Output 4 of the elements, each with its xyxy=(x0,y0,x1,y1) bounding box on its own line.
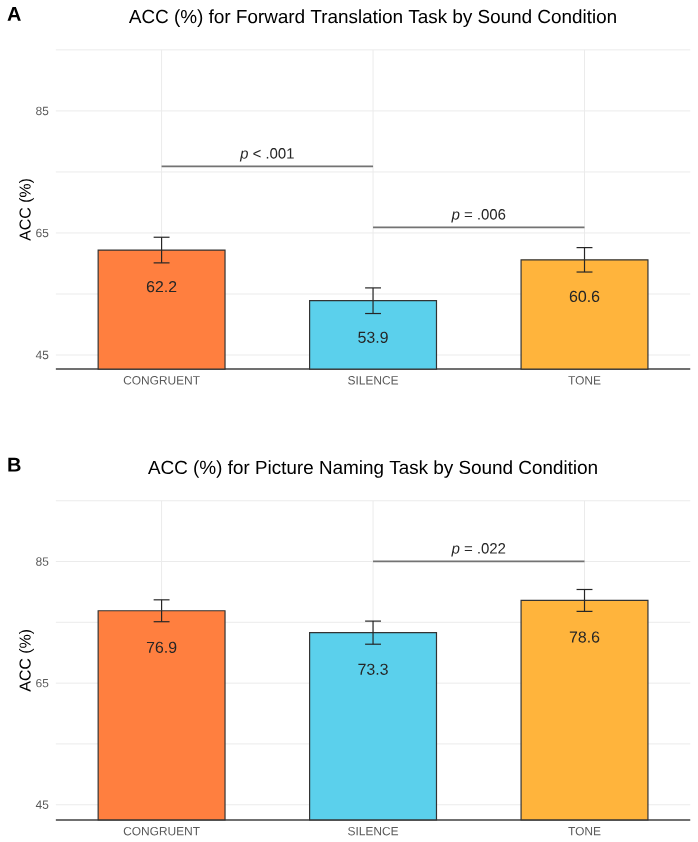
chart-title: ACC (%) for Picture Naming Task by Sound Condition xyxy=(147,460,597,478)
text: B xyxy=(8,457,21,472)
chart-title: ACC (%) for Forward Translation Task by Sound Condition xyxy=(128,9,616,27)
text: A xyxy=(7,7,21,21)
